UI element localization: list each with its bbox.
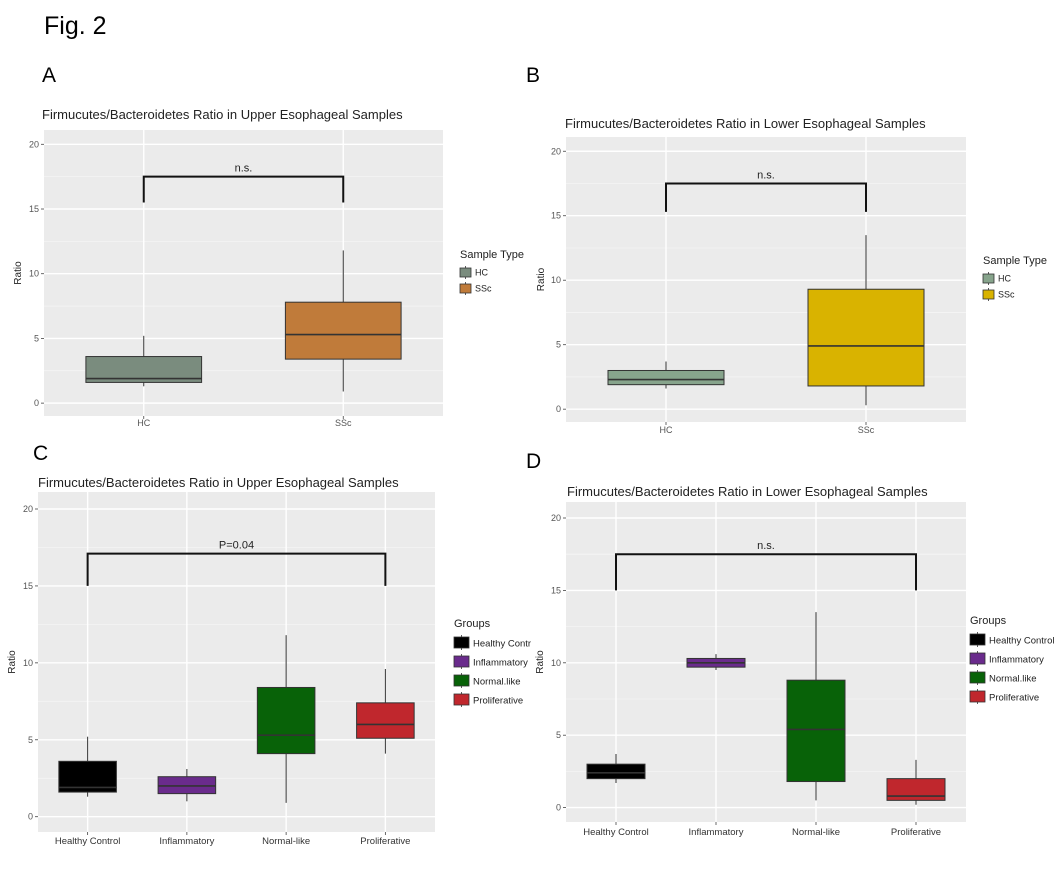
box-body-healthy-control — [586, 763, 646, 780]
legend-entry: Normal.like — [473, 677, 521, 688]
legend-title: Sample Type — [460, 249, 524, 261]
legend-entry: SSc — [475, 284, 492, 294]
x-tick-label: Inflammatory — [159, 836, 214, 847]
box-body-ssc — [807, 288, 925, 387]
box-body-hc — [607, 369, 725, 386]
box-body-normal-like — [786, 679, 846, 783]
chart-title: Firmucutes/Bacteroidetes Ratio in Upper … — [42, 107, 403, 122]
x-tick-label: HC — [137, 418, 150, 428]
y-tick-label: 10 — [23, 658, 33, 668]
x-tick-label: HC — [660, 425, 673, 435]
y-tick-label: 20 — [29, 139, 39, 149]
legend-swatch — [982, 289, 995, 300]
y-axis-label: Ratio — [536, 267, 547, 291]
y-tick-label: 0 — [34, 398, 39, 408]
x-tick-label: SSc — [335, 418, 352, 428]
panel-label-d: D — [526, 450, 542, 473]
panel-label-c: C — [33, 442, 49, 465]
y-axis-label: Ratio — [7, 650, 18, 674]
x-tick-label: Proliferative — [891, 827, 941, 838]
panel-label-a: A — [42, 64, 57, 87]
legend-swatch — [969, 652, 986, 665]
legend-entry: Inflammatory — [989, 655, 1044, 666]
significance-bracket — [86, 552, 387, 586]
significance-bracket — [665, 182, 867, 212]
legend-swatch — [969, 633, 986, 646]
legend-entry: Inflammatory — [473, 658, 528, 669]
x-tick-label: Healthy Control — [55, 836, 120, 847]
legend-entry: Proliferative — [989, 693, 1039, 704]
y-tick-label: 0 — [556, 404, 561, 414]
legend-swatch — [453, 674, 470, 687]
box-body-proliferative — [356, 702, 415, 739]
y-tick-label: 5 — [34, 333, 39, 343]
significance-label: n.s. — [235, 163, 253, 175]
panel-label-b: B — [526, 64, 541, 87]
y-tick-label: 15 — [551, 585, 561, 595]
legend-entry: HC — [998, 274, 1011, 284]
y-tick-label: 20 — [23, 504, 33, 514]
y-tick-label: 5 — [28, 735, 33, 745]
box-body-proliferative — [886, 778, 946, 801]
y-tick-label: 5 — [556, 340, 561, 350]
y-axis-label: Ratio — [13, 261, 24, 285]
x-tick-label: Normal-like — [792, 827, 840, 838]
legend-swatch — [453, 655, 470, 668]
y-tick-label: 20 — [551, 513, 561, 523]
x-tick-label: Healthy Control — [583, 827, 648, 838]
legend-title: Groups — [454, 618, 491, 630]
legend-swatch — [982, 273, 995, 284]
legend-swatch — [453, 636, 470, 649]
significance-bracket — [615, 553, 917, 591]
box-body-ssc — [284, 301, 402, 360]
legend-swatch — [969, 690, 986, 703]
y-tick-label: 0 — [28, 812, 33, 822]
chart-title: Firmucutes/Bacteroidetes Ratio in Lower … — [567, 484, 928, 499]
legend-entry: Healthy Contr — [473, 639, 531, 650]
y-tick-label: 10 — [551, 658, 561, 668]
legend-title: Groups — [970, 615, 1007, 627]
figure-title: Fig. 2 — [44, 12, 107, 40]
x-tick-label: Proliferative — [360, 836, 410, 847]
chart-title: Firmucutes/Bacteroidetes Ratio in Upper … — [38, 475, 399, 490]
significance-bracket — [142, 175, 345, 203]
chart-title: Firmucutes/Bacteroidetes Ratio in Lower … — [565, 116, 926, 131]
x-tick-label: Normal-like — [262, 836, 310, 847]
box-body-normal-like — [256, 686, 316, 755]
legend-swatch — [459, 283, 472, 294]
significance-label: n.s. — [757, 540, 775, 552]
legend-swatch — [453, 693, 470, 706]
legend-entry: Normal.like — [989, 674, 1037, 685]
legend-entry: Proliferative — [473, 696, 523, 707]
legend-swatch — [969, 671, 986, 684]
legend-entry: HC — [475, 268, 488, 278]
legend-entry: Healthy Control — [989, 636, 1054, 647]
legend-swatch — [459, 267, 472, 278]
x-tick-label: SSc — [858, 425, 875, 435]
y-tick-label: 15 — [29, 204, 39, 214]
legend-entry: SSc — [998, 290, 1015, 300]
legend-title: Sample Type — [983, 255, 1047, 267]
y-tick-label: 10 — [551, 275, 561, 285]
y-tick-label: 5 — [556, 730, 561, 740]
y-tick-label: 10 — [29, 269, 39, 279]
y-axis-label: Ratio — [535, 650, 546, 674]
y-tick-label: 20 — [551, 146, 561, 156]
x-tick-label: Inflammatory — [689, 827, 744, 838]
y-tick-label: 15 — [23, 581, 33, 591]
significance-label: P=0.04 — [219, 540, 254, 552]
y-tick-label: 15 — [551, 211, 561, 221]
significance-label: n.s. — [757, 169, 775, 181]
y-tick-label: 0 — [556, 803, 561, 813]
